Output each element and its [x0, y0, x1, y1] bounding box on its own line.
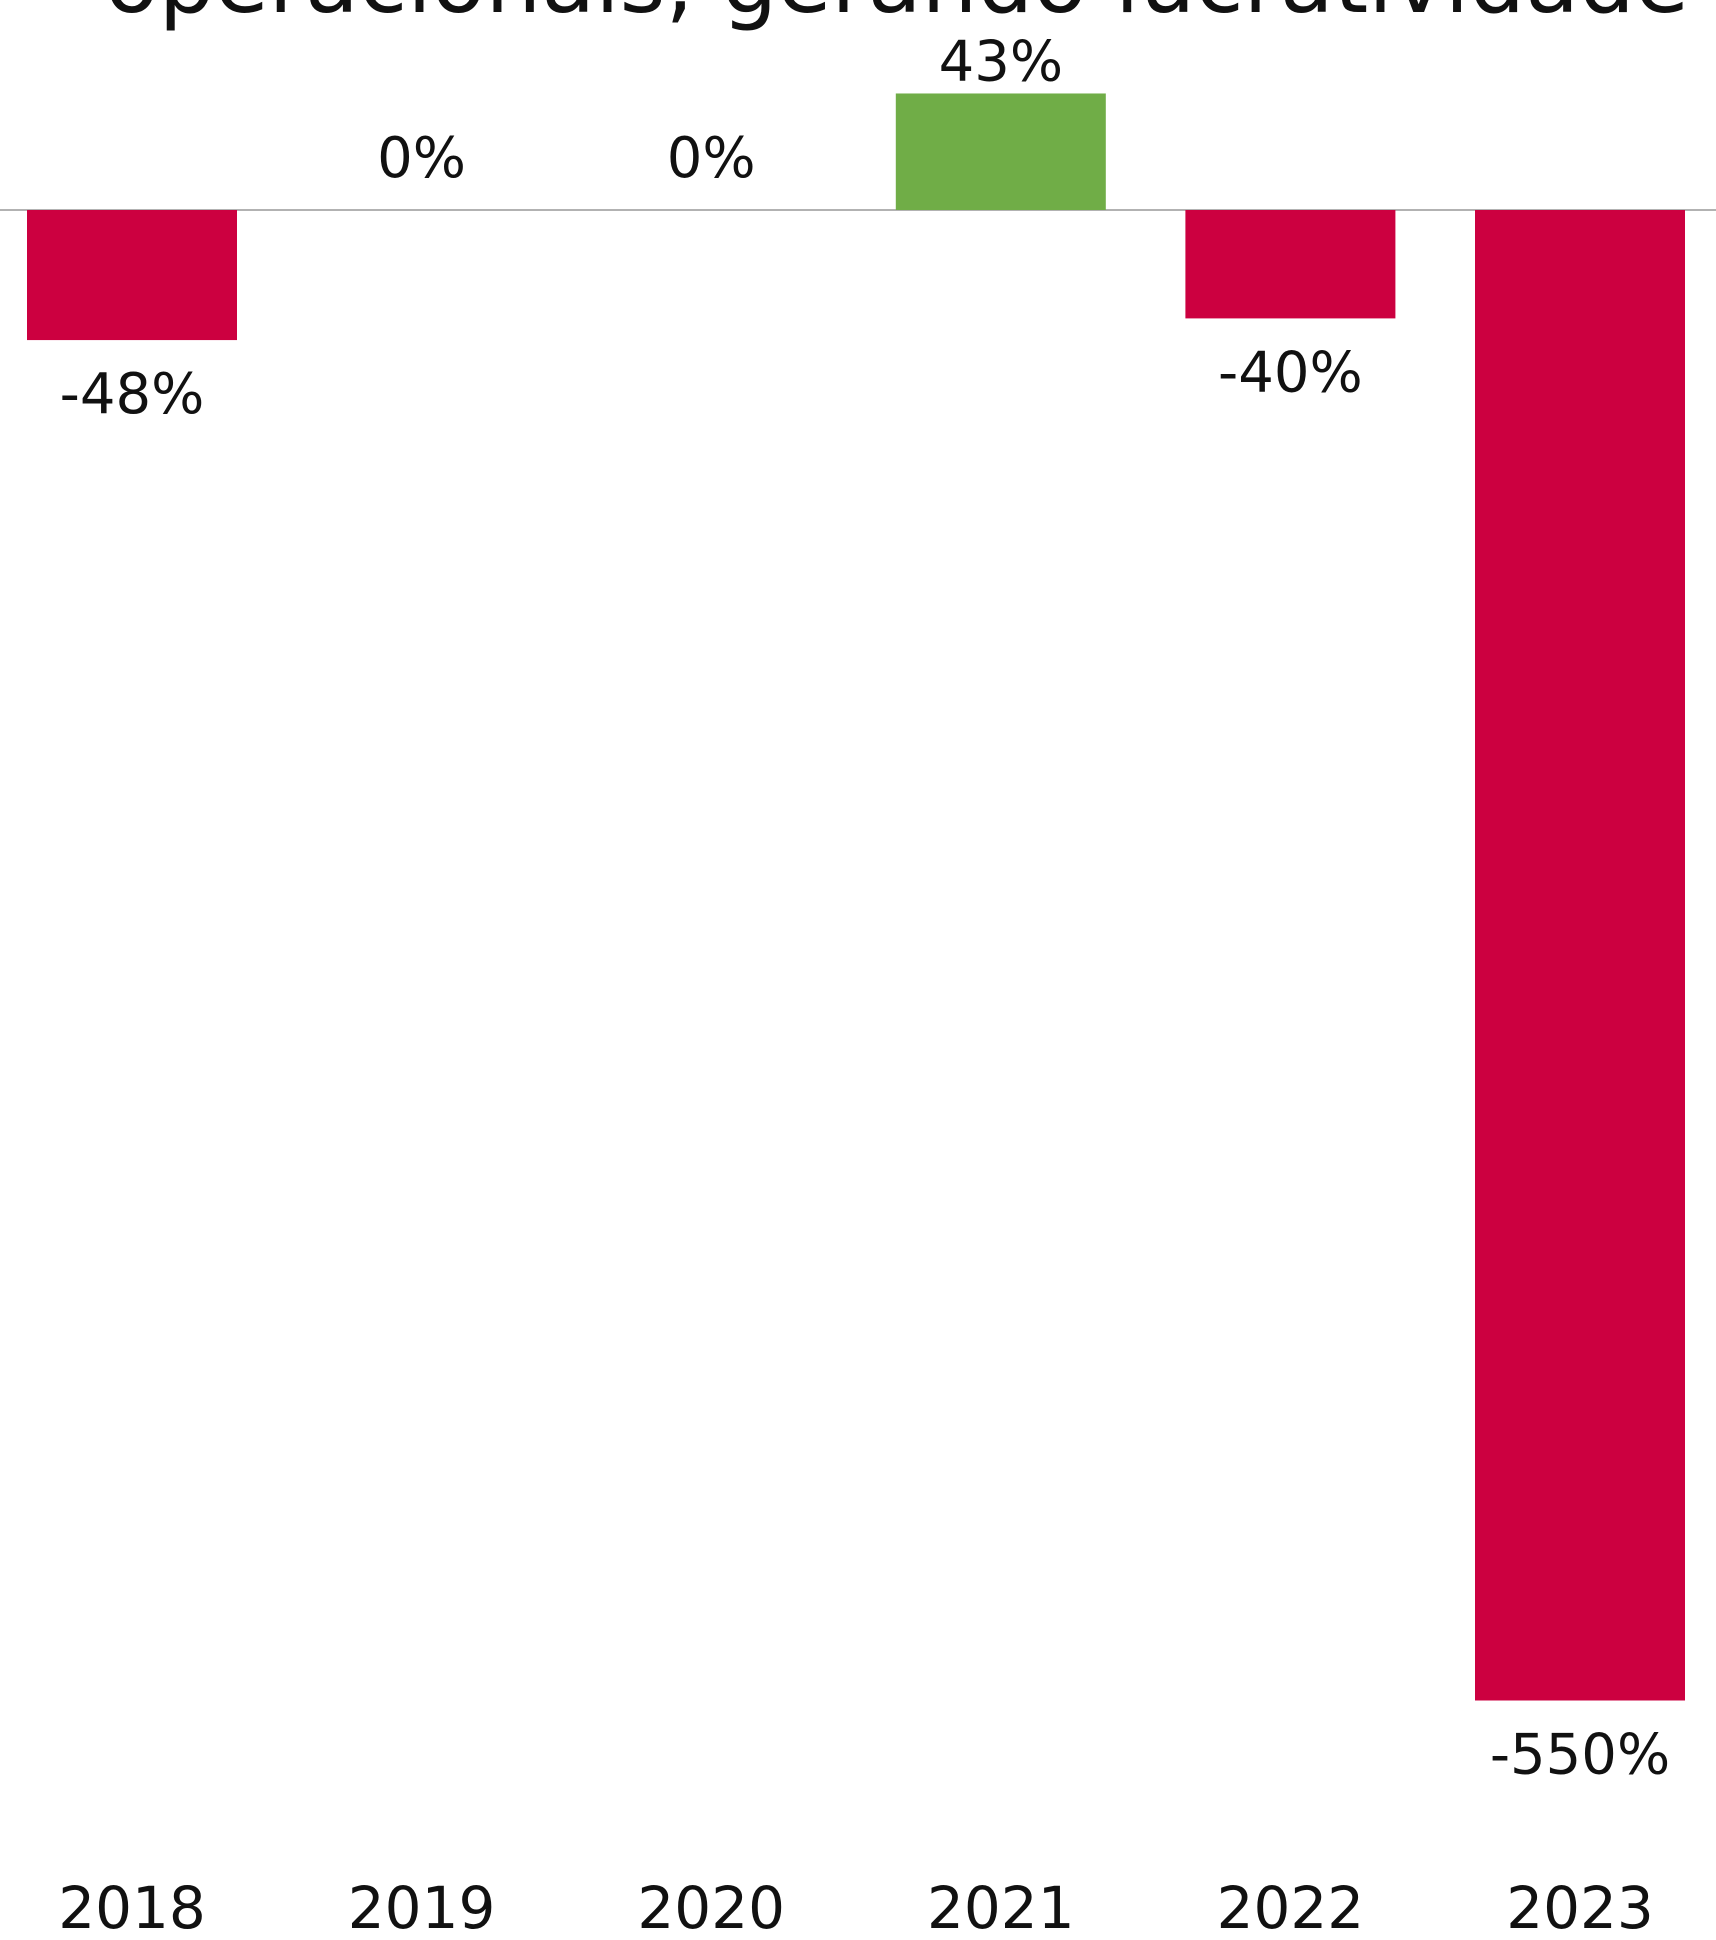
- bar: [27, 210, 237, 341]
- x-tick-label: 2019: [348, 1874, 496, 1940]
- chart-title: operacionais, gerando lucratividade: [105, 0, 1689, 33]
- value-label: -40%: [1218, 341, 1363, 406]
- x-tick-label: 2020: [637, 1874, 785, 1940]
- x-tick-label: 2018: [58, 1874, 206, 1940]
- value-label: 0%: [667, 126, 756, 191]
- bar: [895, 93, 1106, 210]
- value-label: -48%: [60, 362, 205, 427]
- bar: [1185, 210, 1396, 319]
- bar: [1475, 210, 1685, 1701]
- value-label: 43%: [939, 30, 1063, 95]
- x-tick-label: 2022: [1217, 1874, 1365, 1940]
- x-tick-label: 2021: [927, 1874, 1075, 1940]
- value-label: -550%: [1490, 1723, 1670, 1788]
- value-label: 0%: [377, 126, 466, 191]
- x-tick-label: 2023: [1506, 1874, 1654, 1940]
